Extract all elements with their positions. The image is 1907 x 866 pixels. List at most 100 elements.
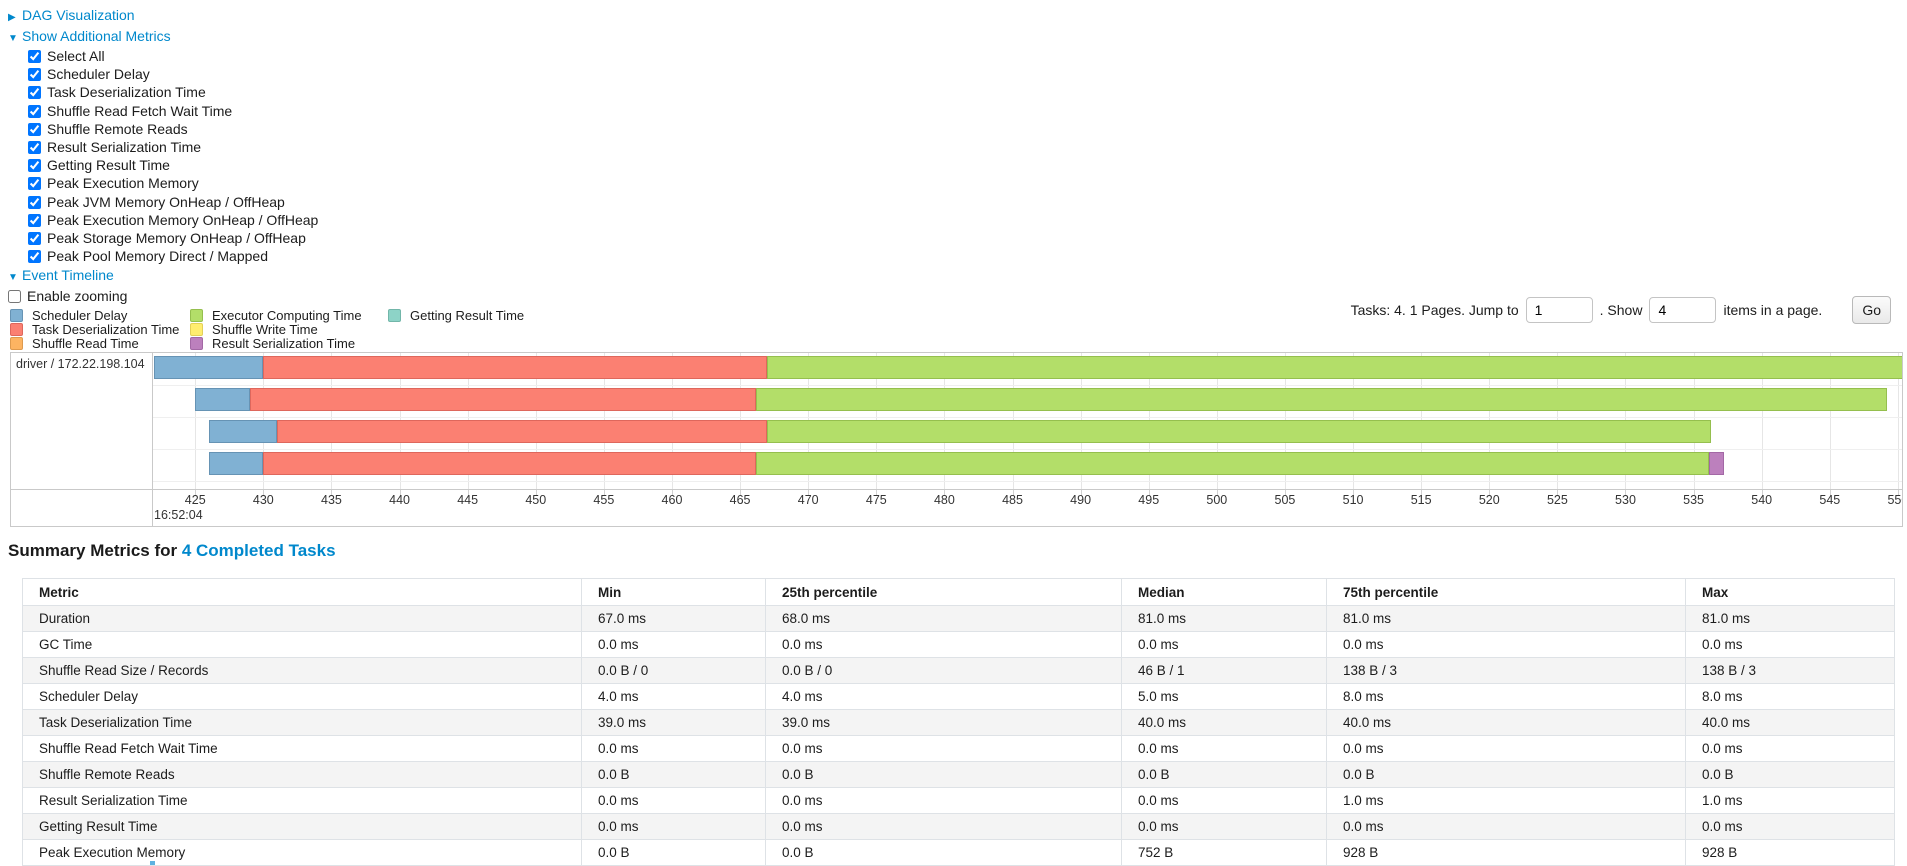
metric-checkbox-item: Peak Execution Memory OnHeap / OffHeap — [28, 212, 318, 230]
enable-zooming-label: Enable zooming — [27, 288, 128, 305]
metric-checkbox-label: Getting Result Time — [47, 157, 170, 174]
metric-checkbox[interactable] — [28, 159, 41, 173]
task-bar-segment-task-deserialization[interactable] — [263, 356, 768, 379]
task-bar-segment-task-deserialization[interactable] — [249, 388, 757, 411]
axis-tick-label: 510 — [1342, 493, 1364, 507]
items-per-page-input[interactable] — [1649, 297, 1717, 323]
metric-checkbox-option[interactable]: Scheduler Delay — [28, 66, 150, 82]
metric-checkbox-label: Result Serialization Time — [47, 138, 202, 155]
metric-value-cell: 1.0 ms — [1685, 787, 1895, 814]
event-timeline-toggle[interactable]: ▼ Event Timeline — [8, 266, 318, 287]
task-bar-segment-executor-computing[interactable] — [767, 356, 1902, 379]
executor-computing-swatch-icon — [190, 308, 203, 322]
task-bar-segment-executor-computing[interactable] — [767, 420, 1712, 443]
metric-checkbox-option[interactable]: Getting Result Time — [28, 157, 170, 173]
axis-tick-label: 440 — [389, 493, 410, 507]
metric-value-cell: 0.0 ms — [581, 735, 766, 762]
axis-tick-label: 535 — [1683, 493, 1705, 507]
axis-gridline — [1897, 353, 1899, 489]
metric-value-cell: 0.0 B — [1121, 761, 1327, 788]
metric-checkbox-option[interactable]: Shuffle Read Fetch Wait Time — [28, 103, 232, 119]
metric-value-cell: 0.0 ms — [1121, 813, 1327, 840]
metric-value-cell: 40.0 ms — [1685, 709, 1895, 736]
metric-value-cell: 39.0 ms — [765, 709, 1122, 736]
metric-checkbox[interactable] — [28, 195, 41, 209]
metric-name-cell: GC Time — [22, 631, 582, 658]
axis-tick-label: 450 — [525, 493, 547, 507]
task-bar-segment-scheduler-delay[interactable] — [208, 452, 264, 475]
metric-value-cell: 0.0 B / 0 — [765, 657, 1122, 684]
axis-tick-mark — [876, 490, 878, 496]
pagination-summary-text: Tasks: 4. 1 Pages. Jump to — [1350, 302, 1519, 318]
metric-value-cell: 0.0 ms — [581, 787, 766, 814]
completed-tasks-link[interactable]: 4 Completed Tasks — [181, 541, 336, 560]
metric-checkbox[interactable] — [28, 177, 41, 191]
metric-name-cell: Duration — [22, 605, 582, 632]
pagination-suffix-text: items in a page. — [1723, 302, 1823, 318]
metric-checkbox[interactable] — [28, 231, 41, 245]
axis-tick-mark — [263, 490, 265, 496]
metric-name-cell: Peak Execution Memory — [22, 839, 582, 866]
metric-checkbox-option[interactable]: Peak Storage Memory OnHeap / OffHeap — [28, 230, 306, 246]
legend-item-label: Executor Computing Time — [212, 307, 362, 323]
table-row: Shuffle Read Size / Records 0.0 B / 0 0.0 … — [22, 657, 1895, 684]
axis-tick-mark — [467, 490, 469, 496]
metric-checkbox-option[interactable]: Peak Execution Memory — [28, 175, 199, 191]
axis-tick-label: 460 — [661, 493, 683, 507]
show-additional-metrics-toggle[interactable]: ▼ Show Additional Metrics — [8, 27, 318, 48]
axis-tick-mark — [1557, 490, 1559, 496]
metric-checkbox-option[interactable]: Shuffle Remote Reads — [28, 121, 188, 137]
metric-checkbox[interactable] — [28, 50, 41, 63]
summary-heading-text: Summary Metrics for — [8, 541, 182, 560]
metric-value-cell: 0.0 ms — [581, 631, 766, 658]
summary-metrics-heading: Summary Metrics for 4 Completed Tasks — [8, 541, 336, 561]
metric-checkbox[interactable] — [28, 213, 41, 227]
enable-zooming-checkbox[interactable] — [8, 290, 21, 304]
metric-checkbox-option[interactable]: Task Deserialization Time — [28, 84, 206, 100]
task-bar-segment-executor-computing[interactable] — [756, 388, 1887, 411]
dag-visualization-toggle[interactable]: ▶ DAG Visualization — [8, 6, 318, 27]
metric-checkbox-item: Peak JVM Memory OnHeap / OffHeap — [28, 194, 318, 212]
show-additional-metrics-label: Show Additional Metrics — [22, 28, 171, 44]
metric-value-cell: 81.0 ms — [1326, 605, 1686, 632]
metric-value-cell: 40.0 ms — [1326, 709, 1686, 736]
axis-tick-label: 455 — [593, 493, 615, 507]
task-pagination: Tasks: 4. 1 Pages. Jump to . Show items … — [1347, 296, 1891, 324]
task-bar-segment-scheduler-delay[interactable] — [195, 388, 250, 411]
metric-checkbox-item: Getting Result Time — [28, 157, 318, 175]
task-bar-segment-result-serialization[interactable] — [1708, 452, 1724, 475]
metric-checkbox-option[interactable]: Peak Execution Memory OnHeap / OffHeap — [28, 212, 318, 228]
metric-checkbox[interactable] — [28, 250, 41, 264]
axis-tick-label: 480 — [933, 493, 955, 507]
legend-item: Executor Computing Time — [190, 307, 362, 323]
metric-checkbox-option[interactable]: Result Serialization Time — [28, 139, 201, 155]
shuffle-read-swatch-icon — [10, 336, 23, 350]
task-bar-segment-task-deserialization[interactable] — [276, 420, 768, 443]
metric-checkbox[interactable] — [28, 104, 41, 118]
metric-checkbox[interactable] — [28, 86, 41, 100]
axis-tick-label: 540 — [1751, 493, 1773, 507]
metric-name-cell: Getting Result Time — [22, 813, 582, 840]
metric-checkbox[interactable] — [28, 140, 41, 154]
task-bar-segment-executor-computing[interactable] — [756, 452, 1709, 475]
metric-checkbox[interactable] — [28, 68, 41, 82]
metric-checkbox[interactable] — [28, 122, 41, 136]
stage-page-controls: ▶ DAG Visualization ▼ Show Additional Metr… — [8, 6, 318, 306]
chevron-down-icon: ▼ — [8, 33, 18, 44]
axis-tick-mark — [740, 490, 742, 496]
metric-checkbox-item: Peak Pool Memory Direct / Mapped — [28, 248, 318, 266]
metric-checkbox-option[interactable]: Peak JVM Memory OnHeap / OffHeap — [28, 194, 285, 210]
task-bar-segment-task-deserialization[interactable] — [263, 452, 757, 475]
axis-tick-mark — [1761, 490, 1763, 496]
table-header-cell: Median — [1121, 578, 1327, 606]
legend-item: Shuffle Read Time — [10, 336, 179, 351]
metric-checkbox-option[interactable]: Peak Pool Memory Direct / Mapped — [28, 248, 268, 264]
task-bar-segment-scheduler-delay[interactable] — [154, 356, 264, 379]
enable-zooming-option[interactable]: Enable zooming — [8, 288, 127, 304]
axis-tick-label: 435 — [321, 493, 342, 507]
metric-checkbox-option[interactable]: Select All — [28, 48, 105, 64]
metric-value-cell: 138 B / 3 — [1326, 657, 1686, 684]
jump-to-page-input[interactable] — [1525, 297, 1593, 323]
task-bar-segment-scheduler-delay[interactable] — [208, 420, 277, 443]
go-button[interactable]: Go — [1852, 296, 1891, 324]
